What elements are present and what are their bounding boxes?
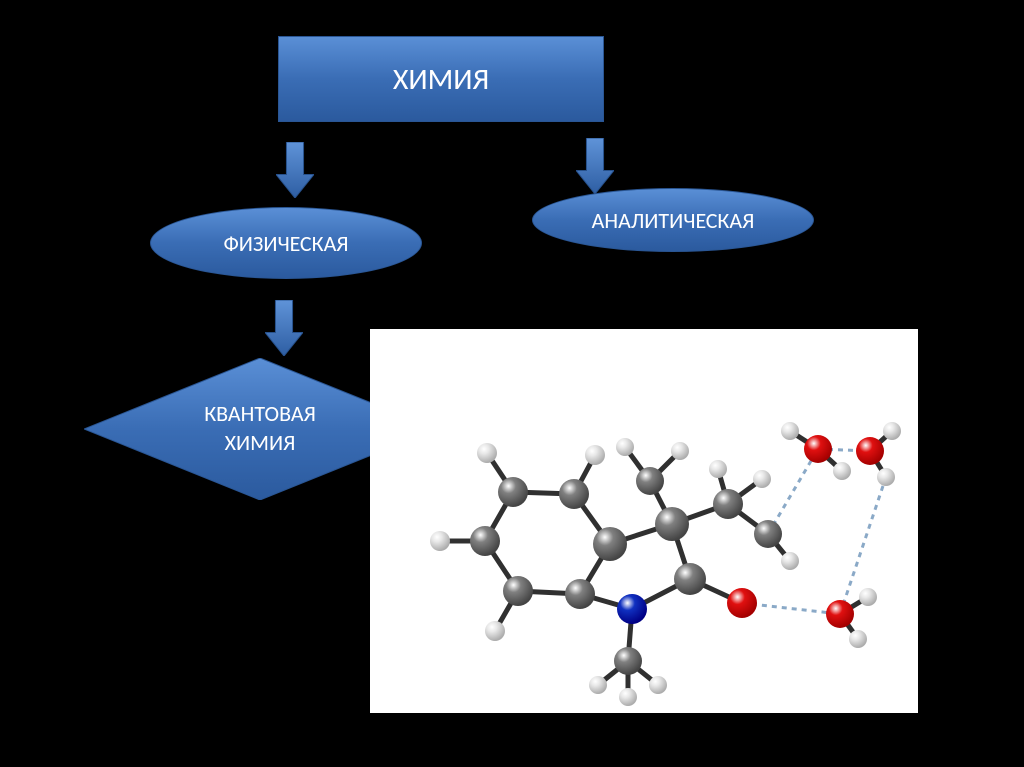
atom-o (856, 437, 884, 465)
atom-c (470, 526, 500, 556)
node-quantum-label: КВАНТОВАЯХИМИЯ (204, 400, 316, 457)
atom-h (649, 676, 667, 694)
atom-h (709, 460, 727, 478)
atom-h (849, 630, 867, 648)
node-analytical-label: АНАЛИТИЧЕСКАЯ (592, 207, 755, 234)
arrow-root-physical (276, 142, 314, 198)
atom-h (883, 422, 901, 440)
atom-h (781, 422, 799, 440)
atom-n (617, 594, 647, 624)
atom-h (877, 468, 895, 486)
node-analytical: АНАЛИТИЧЕСКАЯ (532, 188, 814, 252)
atom-h (616, 438, 634, 456)
molecule-panel (370, 329, 918, 713)
atom-h (430, 531, 450, 551)
atom-c (503, 576, 533, 606)
node-root-label: ХИМИЯ (393, 61, 489, 98)
atom-h (781, 552, 799, 570)
atom-c (655, 507, 689, 541)
atom-c (498, 477, 528, 507)
node-physical-label: ФИЗИЧЕСКАЯ (223, 230, 348, 257)
atom-h (477, 443, 497, 463)
atom-c (674, 563, 706, 595)
atom-c (713, 489, 743, 519)
atom-c (593, 527, 627, 561)
molecule-svg (370, 329, 918, 713)
atom-h (859, 588, 877, 606)
atom-c (636, 467, 664, 495)
atom-h (833, 462, 851, 480)
atom-h (753, 470, 771, 488)
atom-h (671, 442, 689, 460)
atom-h (589, 676, 607, 694)
atom-h (619, 688, 637, 706)
arrow-physical-quantum (265, 300, 303, 356)
node-physical: ФИЗИЧЕСКАЯ (150, 207, 422, 279)
atom-o (727, 588, 757, 618)
atom-h (485, 621, 505, 641)
arrow-root-analytical (576, 138, 614, 194)
atom-o (826, 600, 854, 628)
atom-c (614, 647, 642, 675)
atom-c (565, 579, 595, 609)
atom-h (585, 445, 605, 465)
atom-c (754, 520, 782, 548)
node-root: ХИМИЯ (278, 36, 604, 122)
atom-o (804, 435, 832, 463)
atom-c (559, 479, 589, 509)
